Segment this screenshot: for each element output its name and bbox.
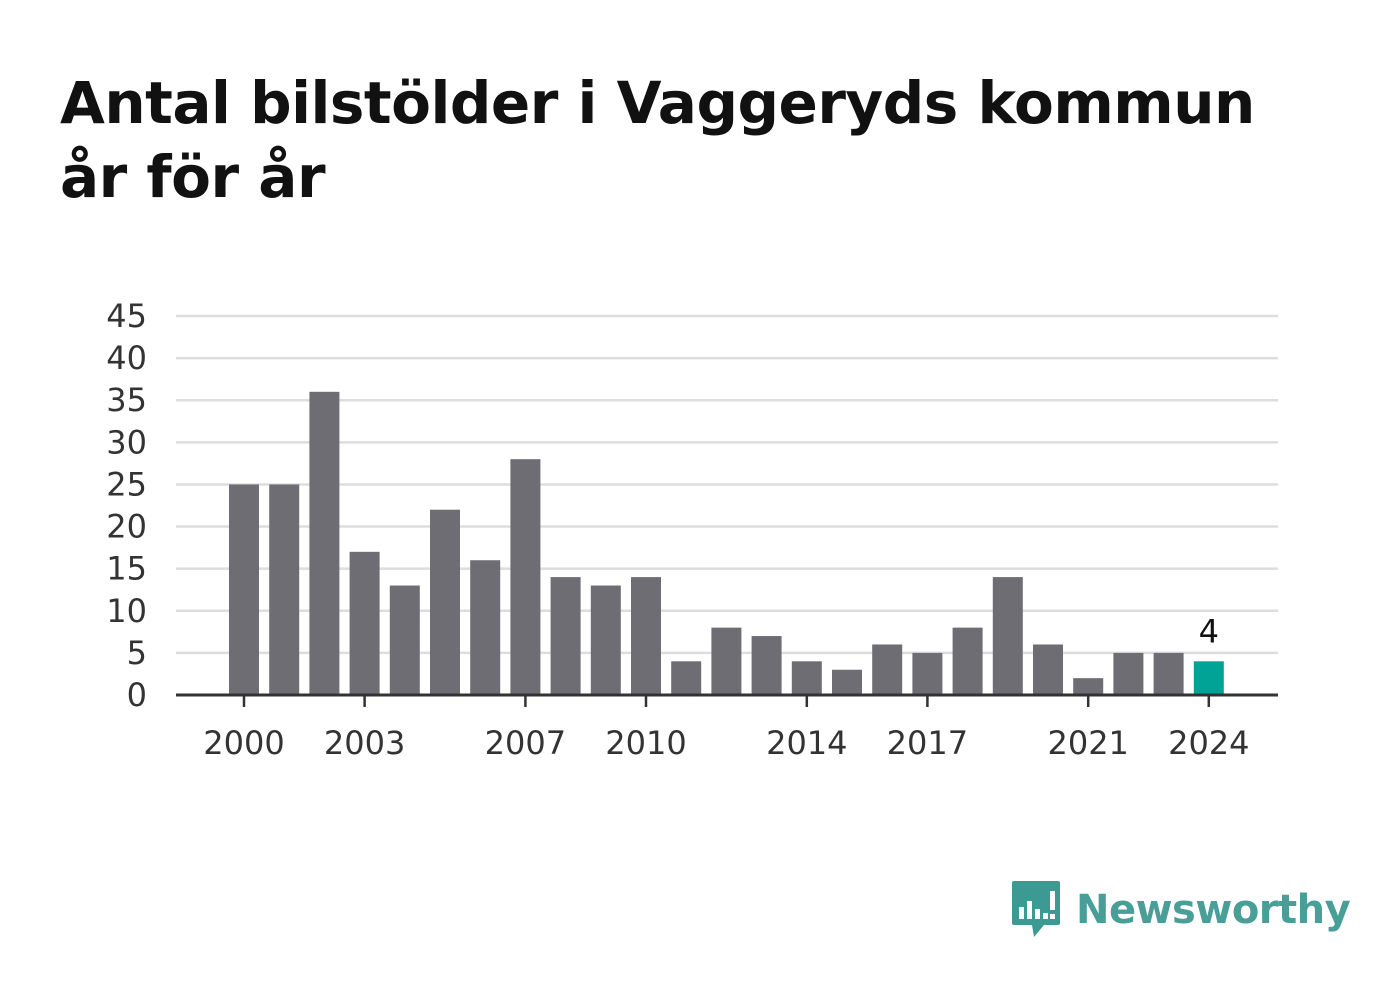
bar bbox=[309, 391, 340, 695]
x-tick-label: 2014 bbox=[766, 724, 847, 762]
bar bbox=[631, 577, 661, 695]
x-tick-label: 2024 bbox=[1168, 724, 1249, 762]
x-tick-label: 2017 bbox=[887, 724, 968, 762]
bar bbox=[751, 636, 782, 695]
bar bbox=[872, 644, 903, 695]
bar bbox=[470, 560, 501, 695]
bar bbox=[1073, 678, 1104, 695]
x-tick-label: 2007 bbox=[485, 724, 566, 762]
y-tick-label: 0 bbox=[127, 676, 147, 714]
newsworthy-logo-icon bbox=[1012, 881, 1060, 937]
y-tick-label: 5 bbox=[127, 634, 147, 672]
y-tick-label: 30 bbox=[106, 423, 147, 461]
bar bbox=[912, 652, 943, 695]
bar bbox=[1193, 661, 1224, 695]
bar bbox=[229, 484, 259, 695]
bar bbox=[671, 661, 702, 695]
brand-name: Newsworthy bbox=[1076, 887, 1351, 933]
y-tick-label: 45 bbox=[106, 297, 147, 335]
y-tick-label: 40 bbox=[106, 339, 147, 377]
y-tick-label: 35 bbox=[106, 381, 147, 419]
bar bbox=[992, 577, 1023, 695]
bar bbox=[430, 509, 460, 695]
y-tick-label: 15 bbox=[106, 550, 147, 588]
bar bbox=[389, 585, 420, 695]
chart-title: Antal bilstölder i Vaggeryds kommun år f… bbox=[60, 69, 1255, 211]
bar bbox=[510, 459, 541, 695]
bar bbox=[832, 669, 862, 695]
y-tick-label: 10 bbox=[106, 592, 147, 630]
x-tick-label: 2000 bbox=[203, 724, 284, 762]
bar bbox=[711, 627, 742, 695]
brand-logo: Newsworthy bbox=[1010, 878, 1351, 942]
data-label: 4 bbox=[1199, 612, 1219, 650]
bar bbox=[269, 484, 300, 695]
y-tick-label: 20 bbox=[106, 508, 147, 546]
x-tick-label: 2010 bbox=[605, 724, 686, 762]
bar bbox=[1153, 652, 1184, 695]
bar bbox=[349, 551, 380, 695]
x-tick-label: 2003 bbox=[324, 724, 405, 762]
y-tick-label: 25 bbox=[106, 465, 147, 503]
x-tick-label: 2021 bbox=[1047, 724, 1128, 762]
bar bbox=[1033, 644, 1063, 695]
bar bbox=[550, 577, 581, 695]
bar bbox=[791, 661, 822, 695]
bar bbox=[1113, 652, 1144, 695]
bar bbox=[590, 585, 621, 695]
bar bbox=[952, 627, 983, 695]
